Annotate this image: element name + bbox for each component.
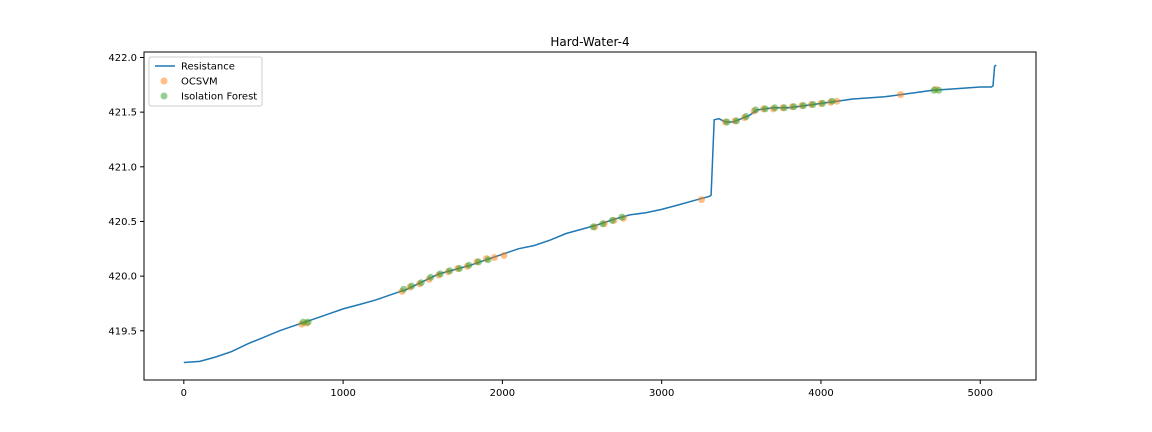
- y-tick-label: 420.0: [108, 272, 137, 283]
- point-isolation-forest: [304, 318, 312, 326]
- point-isolation-forest: [427, 273, 435, 281]
- axes: 0 1000 2000 3000 4000 5000 419.5 420.0 420.5 421.…: [108, 53, 993, 399]
- point-isolation-forest: [771, 104, 779, 112]
- point-isolation-forest: [935, 86, 943, 94]
- point-isolation-forest: [790, 103, 798, 111]
- point-isolation-forest: [589, 223, 597, 231]
- point-isolation-forest: [723, 118, 731, 126]
- point-isolation-forest: [809, 101, 817, 108]
- x-tick-label: 0: [181, 388, 187, 399]
- legend-ocsvm-label: OCSVM: [181, 77, 218, 88]
- series-line-resistance: [183, 64, 997, 364]
- point-isolation-forest: [780, 104, 788, 112]
- point-isolation-forest: [828, 97, 836, 105]
- plot-area: [183, 64, 997, 364]
- point-isolation-forest: [455, 265, 463, 272]
- legend-isolation-forest-swatch: [160, 92, 168, 100]
- point-isolation-forest: [475, 258, 482, 266]
- legend: Resistance OCSVM Isolation Forest: [148, 56, 263, 107]
- point-ocsvm: [500, 251, 508, 259]
- legend-resistance-label: Resistance: [181, 62, 235, 73]
- point-isolation-forest: [618, 213, 626, 221]
- point-isolation-forest: [465, 261, 473, 269]
- point-isolation-forest: [742, 113, 750, 120]
- point-isolation-forest: [733, 117, 740, 125]
- legend-isolation-forest-label: Isolation Forest: [181, 92, 257, 103]
- point-ocsvm: [833, 97, 841, 105]
- point-isolation-forest: [436, 270, 444, 278]
- legend-ocsvm-swatch: [160, 77, 168, 85]
- x-tick-label: 2000: [490, 388, 515, 399]
- point-isolation-forest: [446, 267, 454, 275]
- point-ocsvm: [897, 91, 905, 99]
- point-isolation-forest: [408, 282, 416, 290]
- x-tick-label: 4000: [808, 388, 833, 399]
- point-isolation-forest: [761, 105, 769, 113]
- point-isolation-forest: [599, 220, 607, 228]
- point-isolation-forest: [799, 102, 807, 110]
- axes-frame: [143, 51, 1037, 381]
- point-isolation-forest: [400, 285, 408, 293]
- point-ocsvm: [698, 196, 705, 204]
- point-isolation-forest: [819, 99, 827, 107]
- chart-title: Hard-Water-4: [550, 35, 629, 49]
- y-tick-label: 419.5: [108, 326, 137, 337]
- y-tick-label: 420.5: [108, 217, 137, 228]
- point-isolation-forest: [417, 279, 425, 287]
- y-tick-label: 422.0: [108, 53, 137, 64]
- x-tick-label: 1000: [330, 388, 355, 399]
- point-ocsvm: [490, 254, 498, 261]
- point-isolation-forest: [608, 216, 616, 224]
- y-tick-label: 421.0: [108, 162, 137, 173]
- x-tick-label: 5000: [968, 388, 993, 399]
- x-tick-label: 3000: [649, 388, 674, 399]
- y-tick-label: 421.5: [108, 108, 137, 119]
- point-isolation-forest: [484, 256, 492, 264]
- point-isolation-forest: [299, 318, 307, 326]
- legend-box: [148, 56, 263, 107]
- point-isolation-forest: [752, 106, 760, 114]
